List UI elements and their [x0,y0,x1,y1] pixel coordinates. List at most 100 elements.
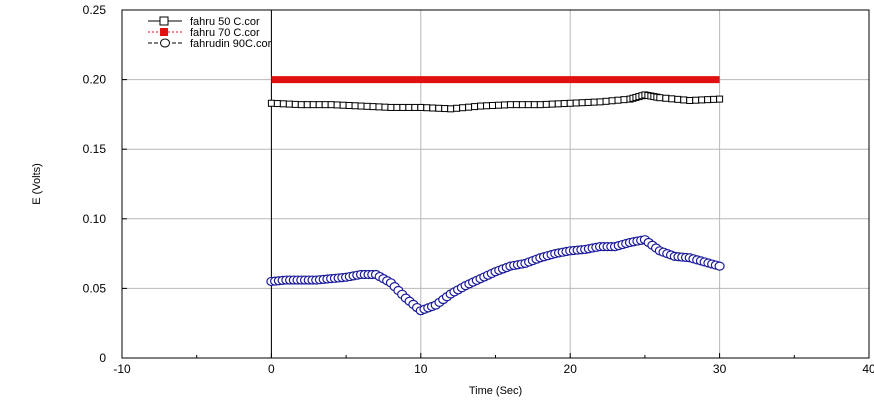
legend-label-2: fahru 70 C.cor [190,27,260,39]
x-tick-label: 30 [713,362,727,376]
data-point [393,103,401,111]
data-point [566,99,574,107]
data-point [327,101,335,109]
data-point [578,99,586,107]
data-point [417,103,425,111]
data-point [297,101,305,109]
data-point [704,96,712,104]
x-tick-label: -10 [113,362,131,376]
data-point [692,96,700,104]
data-point [686,96,694,104]
data-point [554,100,562,108]
data-point [680,96,688,104]
data-point [267,99,275,107]
data-point [524,101,532,109]
data-point [411,103,419,111]
data-point [315,101,323,109]
data-point [279,100,287,108]
data-point [369,103,377,111]
data-point [596,98,604,106]
data-point [620,96,628,104]
data-point [273,100,281,108]
data-point [483,102,491,110]
data-point [471,103,479,111]
y-tick-label: 0.15 [83,142,107,156]
data-point [548,100,556,108]
legend-item-2: fahru 70 C.cor [148,27,260,39]
data-point [542,100,550,108]
data-point [351,102,359,110]
y-tick-label: 0.10 [83,212,107,226]
data-point [572,99,580,107]
legend-marker [160,28,168,36]
data-point [560,100,568,108]
x-tick-label: 10 [414,362,428,376]
legend-symbol-2 [148,28,182,36]
data-point [674,95,682,103]
data-point [668,95,676,103]
data-point [435,104,443,112]
legend: fahru 50 C.cor fahru 70 C.cor fahrudin 9… [148,16,272,50]
data-point [381,103,389,111]
data-point [465,103,473,111]
x-tick-labels: -10 0 10 20 30 40 [113,362,874,376]
legend-marker [160,38,170,48]
y-axis-title: E (Volts) [31,163,43,205]
data-point [716,95,724,103]
series-1 [267,91,724,113]
data-point [584,98,592,106]
data-point [345,101,353,109]
data-point [423,104,431,112]
legend-item-3: fahrudin 90C.cor [148,38,272,50]
data-point [494,101,502,109]
legend-marker [159,16,169,26]
x-tick-label: 0 [268,362,275,376]
data-point [285,100,293,108]
x-tick-label: 20 [564,362,578,376]
data-point [714,261,725,271]
data-point [489,101,497,109]
data-point [303,101,311,109]
x-tick-label: 40 [862,362,874,376]
legend-label-1: fahru 50 C.cor [190,16,260,28]
data-point [399,103,407,111]
y-tick-label: 0.20 [83,73,107,87]
data-point [530,101,538,109]
data-point [441,105,449,113]
data-point [363,102,371,110]
data-point [512,101,520,109]
data-point [339,101,347,109]
y-tick-labels: 0 0.05 0.10 0.15 0.20 0.25 [83,3,107,365]
legend-symbol-1 [148,16,182,26]
data-point [698,96,706,104]
data-point [357,102,365,110]
data-point [459,104,467,112]
data-point [291,100,299,108]
data-point [590,98,598,106]
data-point [405,103,413,111]
data-point [375,103,383,111]
series-layer [266,76,725,316]
y-tick-label: 0.25 [83,3,107,17]
data-point [536,101,544,109]
data-point [602,97,610,105]
data-point [710,95,718,103]
legend-symbol-3 [148,38,182,48]
data-point [656,94,664,102]
data-point [608,97,616,105]
data-point [429,104,437,112]
y-tick-label: 0.05 [83,281,107,295]
data-point [387,103,395,111]
legend-label-3: fahrudin 90C.cor [190,38,272,50]
axis-ticks [121,9,870,359]
x-axis-title: Time (Sec) [469,385,522,397]
data-point [506,101,514,109]
data-point [309,101,317,109]
data-point [662,94,670,102]
data-point [500,101,508,109]
data-point [447,105,455,113]
legend-item-1: fahru 50 C.cor [148,16,260,28]
data-point [477,102,485,110]
data-point [518,101,526,109]
